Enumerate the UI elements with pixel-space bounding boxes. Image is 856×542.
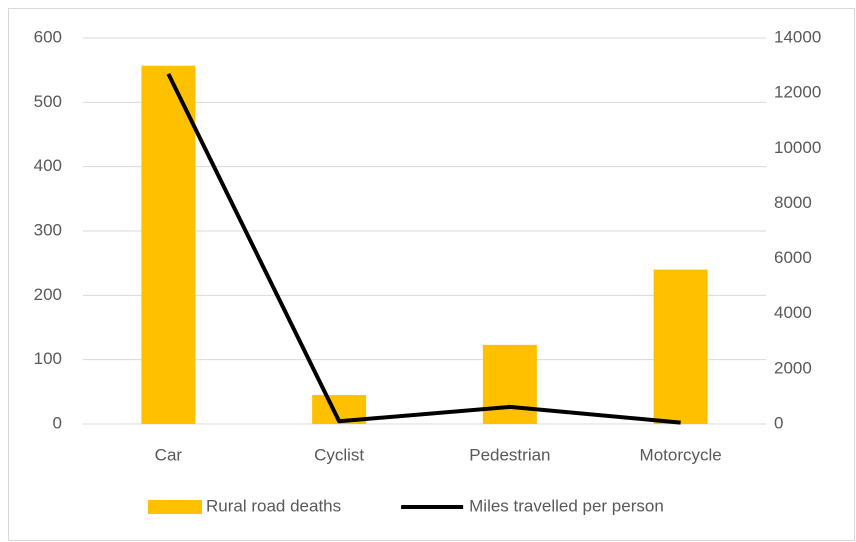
- y2-tick-label: 4000: [774, 303, 812, 322]
- bar: [653, 269, 708, 424]
- y-tick-label: 500: [34, 92, 62, 111]
- y-tick-label: 200: [34, 285, 62, 304]
- y-tick-label: 400: [34, 156, 62, 175]
- y-tick-label: 0: [53, 413, 62, 432]
- y2-tick-label: 6000: [774, 248, 812, 267]
- x-tick-label: Motorcycle: [640, 445, 722, 464]
- x-tick-label: Pedestrian: [469, 445, 550, 464]
- x-tick-label: Cyclist: [314, 445, 364, 464]
- bar: [482, 344, 537, 424]
- legend-label: Miles travelled per person: [469, 496, 664, 515]
- y2-tick-label: 14000: [774, 27, 821, 46]
- y2-tick-label: 12000: [774, 83, 821, 102]
- legend-label: Rural road deaths: [206, 496, 341, 515]
- y-tick-label: 600: [34, 27, 62, 46]
- y-tick-label: 300: [34, 220, 62, 239]
- x-tick-label: Car: [155, 445, 183, 464]
- y2-tick-label: 10000: [774, 138, 821, 157]
- bar: [141, 65, 196, 424]
- chart-frame: [8, 8, 855, 541]
- y-tick-label: 100: [34, 349, 62, 368]
- y2-tick-label: 2000: [774, 358, 812, 377]
- line: [166, 72, 681, 425]
- y2-tick-label: 8000: [774, 193, 812, 212]
- legend-swatch: [148, 500, 202, 514]
- y2-tick-label: 0: [774, 413, 783, 432]
